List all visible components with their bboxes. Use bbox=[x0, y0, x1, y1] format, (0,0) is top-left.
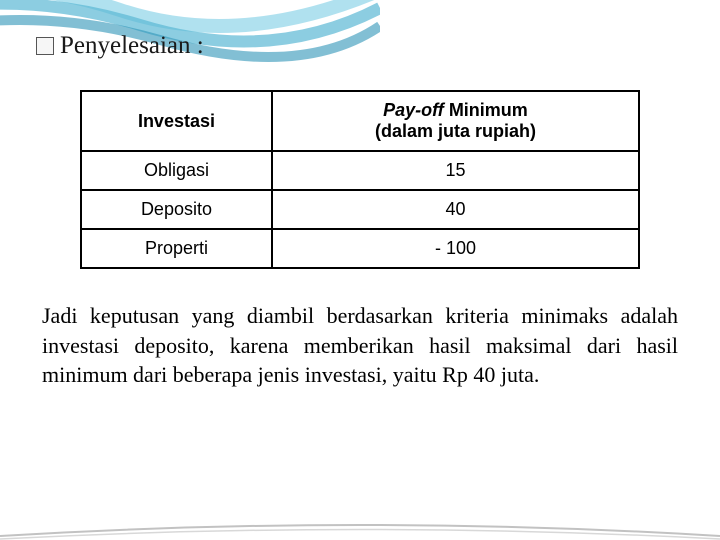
conclusion-paragraph: Jadi keputusan yang diambil berdasarkan … bbox=[36, 301, 684, 390]
slide-content: Penyelesaian : Investasi Pay-off Minimum… bbox=[0, 0, 720, 410]
table-row: Deposito 40 bbox=[81, 190, 639, 229]
cell-label: Properti bbox=[81, 229, 272, 268]
cell-value: 15 bbox=[272, 151, 639, 190]
payoff-table: Investasi Pay-off Minimum (dalam juta ru… bbox=[80, 90, 640, 269]
table-container: Investasi Pay-off Minimum (dalam juta ru… bbox=[36, 90, 684, 269]
title-row: Penyelesaian : bbox=[36, 32, 684, 60]
bullet-square-icon bbox=[36, 37, 54, 55]
table-header-row: Investasi Pay-off Minimum (dalam juta ru… bbox=[81, 91, 639, 151]
table-row: Obligasi 15 bbox=[81, 151, 639, 190]
slide-title: Penyelesaian : bbox=[60, 32, 204, 60]
header-payoff-italic: Pay-off bbox=[383, 100, 444, 120]
cell-value: - 100 bbox=[272, 229, 639, 268]
cell-label: Deposito bbox=[81, 190, 272, 229]
header-investasi: Investasi bbox=[81, 91, 272, 151]
cell-label: Obligasi bbox=[81, 151, 272, 190]
bottom-curve-decoration bbox=[0, 510, 720, 540]
table-row: Properti - 100 bbox=[81, 229, 639, 268]
header-payoff-min: Minimum bbox=[444, 100, 528, 120]
header-payoff: Pay-off Minimum (dalam juta rupiah) bbox=[272, 91, 639, 151]
cell-value: 40 bbox=[272, 190, 639, 229]
header-payoff-sub: (dalam juta rupiah) bbox=[375, 121, 536, 141]
